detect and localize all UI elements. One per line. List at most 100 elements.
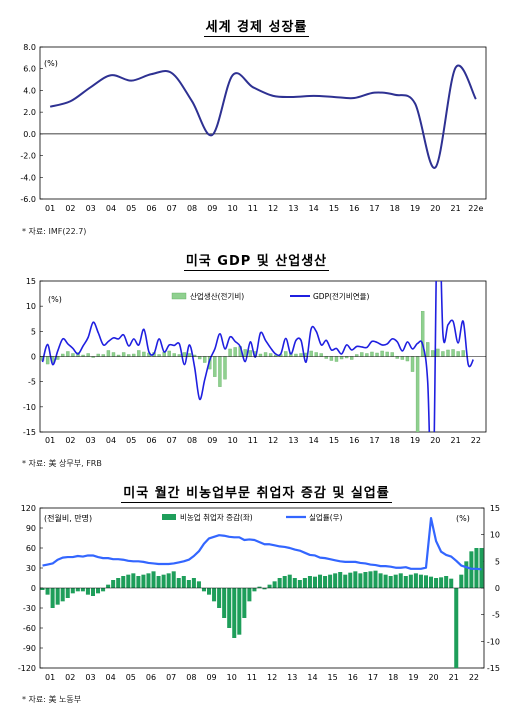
- chart2-ip-bar: [96, 353, 100, 357]
- chart2-ip-bar: [177, 354, 182, 357]
- chart1-y-tick-label: 8.0: [23, 43, 36, 52]
- chart3-payroll-bar: [116, 578, 121, 588]
- chart3-payroll-bar: [323, 576, 328, 588]
- chart2-ip-bar: [197, 356, 202, 360]
- chart2-ip-bar: [380, 350, 384, 357]
- chart2-title: 미국 GDP 및 산업생산: [183, 254, 330, 271]
- chart2-ip-bar: [268, 353, 273, 357]
- chart2-x-tick-label: 10: [227, 436, 237, 445]
- chart2-ip-bar: [324, 356, 329, 359]
- chart2-ip-bar: [314, 352, 318, 357]
- chart3-payroll-bar: [454, 588, 459, 668]
- chart3-payroll-bar: [111, 580, 116, 588]
- chart3-payroll-bar: [267, 584, 272, 588]
- chart1-x-tick-label: 06: [146, 204, 156, 213]
- chart2-x-tick-label: 16: [349, 436, 359, 445]
- chart2-legend-bar-swatch: [171, 292, 187, 300]
- chart3-payroll-bar: [186, 580, 191, 588]
- chart2-ip-bar: [137, 350, 141, 357]
- chart3-y-right-tick-label: -15: [487, 664, 500, 673]
- chart3-payroll-bar: [85, 588, 90, 595]
- chart3-x-tick-label: 02: [65, 673, 75, 682]
- chart1-x-tick-label: 03: [86, 204, 96, 213]
- chart3-payroll-bar: [227, 588, 232, 628]
- chart2-x-tick-label: 11: [248, 436, 258, 445]
- chart2-ip-bar: [446, 349, 450, 357]
- chart2-unit: (%): [48, 295, 62, 304]
- chart3-legend-bar-swatch: [162, 514, 176, 520]
- chart1-x-tick-label: 21: [450, 204, 460, 213]
- chart2-legend-bar-label: 산업생산(전기비): [190, 291, 244, 301]
- chart3-y-right-tick-label: 5: [495, 557, 500, 566]
- chart1-y-tick-label: 2.0: [23, 108, 36, 117]
- chart2-y-tick-label: 0: [31, 353, 36, 362]
- chart2-ip-bar: [395, 356, 399, 359]
- chart3-payroll-bar: [338, 572, 343, 588]
- chart3-y-left-tick-label: -60: [23, 624, 36, 633]
- chart2-ip-bar: [218, 356, 222, 387]
- chart3-payroll-bar: [368, 571, 373, 588]
- chart2-ip-bar: [127, 354, 131, 357]
- chart2-ip-bar: [405, 356, 410, 362]
- chart2-ip-bar: [360, 352, 364, 357]
- chart3-payroll-bar: [505, 568, 509, 588]
- chart2-ip-bar: [132, 353, 136, 357]
- chart3-payroll-bar: [485, 555, 489, 588]
- chart3-x-tick-label: 21: [449, 673, 459, 682]
- chart1-x-tick-label: 01: [45, 204, 55, 213]
- chart2-x-tick-label: 20: [430, 436, 440, 445]
- chart2-ip-bar: [431, 350, 435, 357]
- chart3-x-tick-label: 18: [388, 673, 398, 682]
- chart3-y-left-tick-label: -90: [23, 644, 36, 653]
- chart1-x-tick-label: 08: [187, 204, 197, 213]
- chart2-ip-bar: [121, 352, 126, 357]
- chart3-y-right-tick-label: -10: [487, 637, 500, 646]
- chart3-x-tick-label: 16: [348, 673, 358, 682]
- chart3-marks: [40, 517, 509, 668]
- chart3-payroll-bar: [242, 588, 247, 618]
- chart3-y-right-tick-label: 15: [490, 504, 500, 513]
- chart1-x-tick-label: 07: [167, 204, 177, 213]
- chart3-payroll-bar: [292, 578, 297, 588]
- chart3-payroll-bar: [403, 576, 408, 588]
- chart2-ip-bar: [350, 356, 354, 360]
- chart3-payroll-bar: [257, 586, 262, 588]
- chart3-payroll-bar: [459, 574, 464, 588]
- chart2-x-tick-label: 12: [268, 436, 278, 445]
- chart3-payroll-bar: [490, 558, 494, 588]
- chart2-ip-bar: [309, 350, 313, 357]
- chart2-ip-bar: [456, 351, 460, 357]
- chart2-ip-bar: [142, 351, 146, 357]
- chart3-x-tick-label: 14: [307, 673, 317, 682]
- chart3-y-right-tick-label: -5: [492, 611, 500, 620]
- chart2-x-tick-label: 21: [450, 436, 460, 445]
- chart3-payroll-bar: [212, 588, 217, 602]
- chart3-payroll-bar: [297, 580, 302, 588]
- chart3-payroll-bar: [434, 578, 439, 588]
- chart3-payroll-bar: [363, 572, 368, 588]
- chart2-ip-bar: [86, 353, 90, 357]
- chart3-payroll-bar: [287, 574, 292, 588]
- chart1-unit: (%): [44, 59, 58, 68]
- chart3-x-tick-label: 03: [85, 673, 95, 682]
- chart3-y-left-tick-label: -30: [23, 604, 36, 613]
- chart2-ip-bar: [61, 353, 65, 357]
- chart2-ip-bar: [233, 347, 237, 357]
- chart3-title: 미국 월간 비농업부문 취업자 증감 및 실업률: [121, 486, 392, 503]
- chart2-ip-bar: [375, 352, 379, 357]
- chart2-ip-bar: [66, 351, 70, 357]
- chart3-payroll-bar: [272, 581, 277, 588]
- chart3-payroll-bar: [429, 576, 434, 588]
- chart2-ip-bar: [228, 348, 232, 357]
- chart1-x-tick-label: 20: [430, 204, 440, 213]
- chart2-gdp-line: [41, 281, 475, 432]
- chart3-x-tick-label: 12: [267, 673, 277, 682]
- chart3-y-left-tick-label: -120: [18, 664, 36, 673]
- chart3-payroll-bar: [237, 588, 242, 635]
- chart2-x-tick-label: 09: [207, 436, 217, 445]
- chart2-ip-bar: [258, 353, 263, 357]
- chart1-x-tick-label: 14: [309, 204, 319, 213]
- chart1-x-tick-label: 18: [390, 204, 400, 213]
- chart2-y-tick-label: -5: [28, 378, 36, 387]
- chart2-ip-bar: [111, 352, 116, 357]
